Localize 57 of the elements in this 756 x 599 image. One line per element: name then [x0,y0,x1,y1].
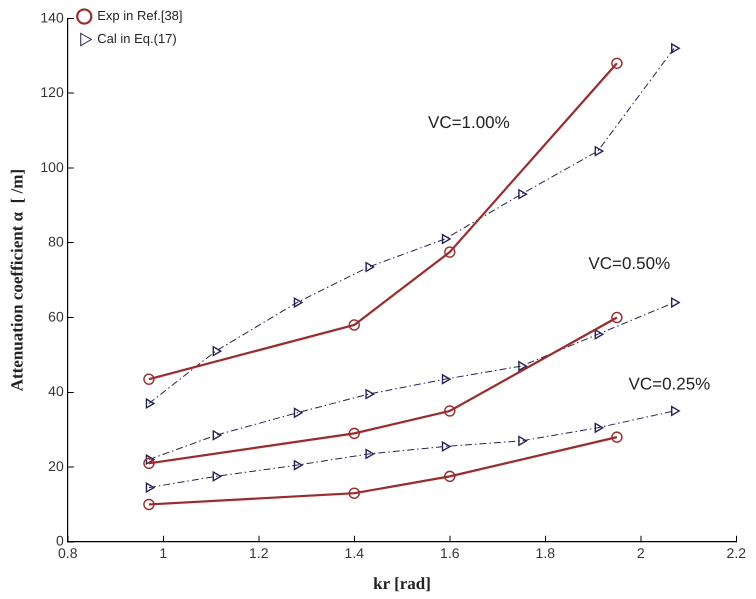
point [146,398,155,409]
legend-label: Exp in Ref.[38] [97,8,183,24]
point [444,405,456,417]
point [594,146,604,156]
point [294,298,303,308]
x-tick-label: 1.8 [536,545,556,562]
y-tick-label: 40 [48,383,64,400]
point [670,406,680,416]
point [143,458,155,469]
y-tick-label: 20 [48,458,64,474]
point [611,58,623,69]
point [143,498,155,510]
x-tick-label: 1 [159,545,168,562]
x-tick-label: 1.2 [249,545,269,562]
point [294,460,303,470]
y-tick-label: 140 [40,9,64,26]
point [444,470,456,482]
point [212,346,222,356]
point [365,448,374,459]
point [348,319,360,331]
y-tick-label: 60 [48,308,64,324]
point [442,234,451,244]
point [670,298,680,308]
point [670,43,680,54]
y-axis-title: Attenuation coefficient α [ /m] [8,168,27,392]
point [348,428,360,440]
x-tick-label: 2 [636,545,645,562]
y-tick-label: 80 [48,234,64,250]
point [442,374,451,384]
point [611,312,623,324]
point [518,436,528,446]
annotation: VC=0.25% [628,374,710,394]
point [143,373,155,385]
point [146,454,155,465]
x-tick-label: 1.4 [344,545,364,562]
legend-label: Cal in Eq.(17) [97,31,177,46]
y-tick-label: 100 [40,158,64,175]
point [365,262,374,272]
point [348,488,360,499]
x-axis-title: kr [rad] [373,574,431,594]
point [146,482,155,493]
annotation: VC=0.50% [588,254,670,274]
point [594,422,604,433]
point [212,430,222,440]
x-tick-label: 2.2 [726,545,746,562]
point [294,408,303,418]
point [212,471,222,482]
y-tick-label: 120 [40,84,64,100]
point [444,246,456,258]
annotation: VC=1.00% [428,112,510,132]
point [611,431,623,443]
point [442,441,451,452]
point [594,329,604,340]
point [518,189,528,200]
x-tick-label: 1.6 [440,545,460,562]
point [518,361,528,372]
point [365,389,374,400]
